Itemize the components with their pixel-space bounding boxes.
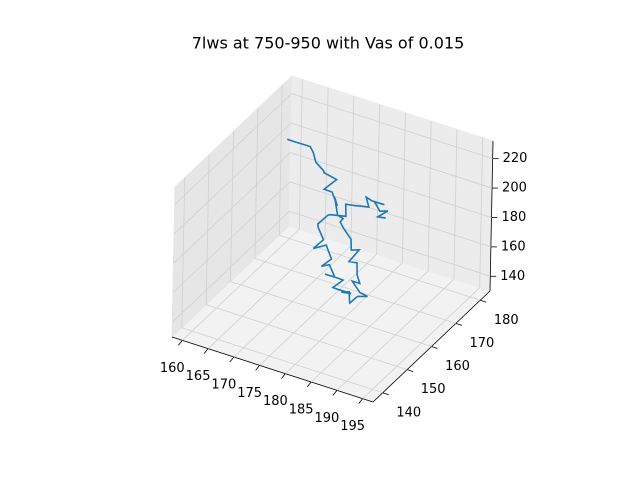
grid-line: [290, 122, 493, 189]
x-axis-line: [171, 336, 374, 403]
y-tick: [455, 322, 463, 326]
y-tick-label: 150: [421, 382, 446, 397]
grid-line: [289, 210, 491, 277]
x-tick-label: 170: [211, 378, 236, 393]
y-tick-label: 180: [494, 313, 519, 328]
z-tick-label: 220: [503, 151, 528, 166]
grid-line: [453, 129, 458, 280]
grid-line: [172, 181, 291, 294]
data-line: [286, 138, 389, 305]
grid-line: [181, 327, 383, 394]
z-tick-label: 200: [502, 181, 527, 196]
grid-line: [291, 93, 493, 160]
z-tick-label: 160: [501, 239, 526, 254]
x-tick-label: 195: [340, 419, 365, 434]
y-tick: [406, 369, 414, 373]
x-tick: [358, 398, 364, 404]
y-tick: [382, 392, 389, 396]
x-tick: [306, 381, 312, 388]
grid-line: [172, 211, 290, 323]
x-tick-label: 185: [289, 403, 314, 418]
y-tick-label: 170: [469, 336, 494, 351]
x-tick-label: 180: [263, 394, 288, 409]
x-tick-label: 160: [160, 361, 185, 376]
x-tick: [332, 390, 338, 396]
grid-line: [205, 154, 210, 305]
x-tick-label: 190: [315, 411, 340, 426]
grid-line: [350, 95, 355, 247]
grid-line: [298, 79, 303, 230]
chart-title: 7lws at 750-950 with Vas of 0.015: [192, 34, 465, 53]
grid-line: [173, 152, 291, 264]
grid-line: [181, 177, 186, 328]
z-axis-line: [489, 140, 494, 292]
x-tick-label: 165: [186, 369, 211, 384]
y-tick: [480, 299, 487, 303]
x-tick: [281, 373, 286, 379]
grid-line: [206, 304, 408, 371]
z-tick-label: 140: [500, 269, 525, 284]
grid-line: [401, 112, 406, 263]
y-tick-label: 140: [396, 405, 421, 420]
grid-line: [289, 181, 492, 248]
grid-line: [278, 85, 283, 236]
x-tick: [177, 340, 183, 346]
grid-line: [173, 122, 292, 235]
grid-line: [427, 120, 432, 272]
y-tick: [431, 346, 438, 349]
y-tick-label: 160: [445, 359, 470, 374]
grid-line: [174, 93, 292, 205]
grid-line: [254, 108, 259, 259]
x-tick: [203, 348, 209, 354]
x-tick: [255, 365, 260, 371]
z-tick-label: 180: [501, 210, 526, 225]
grid-line: [290, 152, 492, 218]
grid-line: [479, 137, 484, 288]
grid-line: [230, 281, 432, 347]
grid-line: [279, 234, 481, 301]
x-tick-label: 175: [237, 386, 262, 401]
grid-line: [376, 104, 381, 255]
grid-line: [324, 87, 329, 238]
grid-line: [230, 131, 234, 282]
x-tick: [229, 356, 235, 363]
grid-line: [254, 257, 456, 324]
